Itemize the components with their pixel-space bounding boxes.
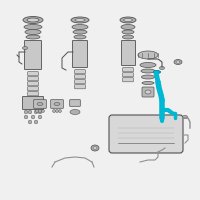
Ellipse shape bbox=[176, 61, 180, 63]
Circle shape bbox=[38, 115, 42, 119]
Ellipse shape bbox=[182, 116, 188, 118]
Ellipse shape bbox=[145, 90, 151, 94]
Ellipse shape bbox=[91, 145, 99, 151]
FancyBboxPatch shape bbox=[24, 40, 42, 70]
FancyBboxPatch shape bbox=[123, 73, 133, 77]
Ellipse shape bbox=[121, 24, 135, 29]
Ellipse shape bbox=[37, 102, 43, 106]
Ellipse shape bbox=[73, 30, 87, 34]
Circle shape bbox=[24, 110, 28, 114]
Circle shape bbox=[34, 120, 38, 124]
Ellipse shape bbox=[93, 146, 97, 150]
Circle shape bbox=[36, 110, 38, 112]
FancyBboxPatch shape bbox=[28, 72, 38, 76]
FancyBboxPatch shape bbox=[75, 85, 85, 89]
FancyBboxPatch shape bbox=[109, 115, 183, 153]
Ellipse shape bbox=[70, 110, 80, 114]
Circle shape bbox=[31, 115, 35, 119]
Ellipse shape bbox=[174, 60, 182, 64]
Ellipse shape bbox=[141, 69, 155, 73]
Ellipse shape bbox=[27, 18, 39, 22]
Ellipse shape bbox=[25, 29, 41, 34]
Ellipse shape bbox=[72, 24, 88, 29]
Circle shape bbox=[56, 110, 58, 112]
Circle shape bbox=[34, 110, 38, 114]
Ellipse shape bbox=[24, 24, 42, 29]
FancyBboxPatch shape bbox=[22, 97, 44, 110]
Circle shape bbox=[52, 110, 56, 112]
FancyBboxPatch shape bbox=[75, 70, 85, 74]
FancyBboxPatch shape bbox=[28, 87, 38, 91]
Ellipse shape bbox=[122, 30, 134, 34]
Circle shape bbox=[24, 115, 28, 119]
Circle shape bbox=[38, 110, 42, 114]
Ellipse shape bbox=[160, 66, 164, 70]
Circle shape bbox=[28, 110, 32, 114]
Circle shape bbox=[28, 120, 32, 124]
FancyBboxPatch shape bbox=[51, 100, 63, 108]
Ellipse shape bbox=[138, 51, 158, 59]
Ellipse shape bbox=[120, 17, 136, 23]
Ellipse shape bbox=[142, 82, 154, 84]
Circle shape bbox=[38, 110, 42, 112]
Ellipse shape bbox=[75, 19, 85, 21]
Ellipse shape bbox=[54, 102, 60, 106]
Ellipse shape bbox=[23, 17, 43, 23]
FancyBboxPatch shape bbox=[28, 77, 38, 81]
FancyBboxPatch shape bbox=[123, 68, 133, 72]
Ellipse shape bbox=[71, 17, 89, 23]
Circle shape bbox=[42, 110, 44, 112]
FancyBboxPatch shape bbox=[72, 40, 88, 68]
FancyBboxPatch shape bbox=[70, 100, 80, 106]
FancyBboxPatch shape bbox=[75, 80, 85, 84]
FancyBboxPatch shape bbox=[28, 82, 38, 86]
Circle shape bbox=[58, 110, 62, 112]
FancyBboxPatch shape bbox=[123, 78, 133, 82]
Ellipse shape bbox=[122, 35, 134, 39]
Ellipse shape bbox=[26, 35, 40, 39]
Ellipse shape bbox=[124, 19, 132, 21]
Ellipse shape bbox=[140, 62, 156, 68]
Ellipse shape bbox=[142, 75, 154, 79]
FancyBboxPatch shape bbox=[28, 92, 38, 96]
FancyBboxPatch shape bbox=[34, 100, 46, 108]
FancyBboxPatch shape bbox=[122, 40, 136, 66]
Ellipse shape bbox=[22, 46, 28, 49]
FancyBboxPatch shape bbox=[75, 75, 85, 79]
Ellipse shape bbox=[154, 71, 160, 73]
FancyBboxPatch shape bbox=[142, 87, 154, 97]
Ellipse shape bbox=[74, 35, 86, 39]
